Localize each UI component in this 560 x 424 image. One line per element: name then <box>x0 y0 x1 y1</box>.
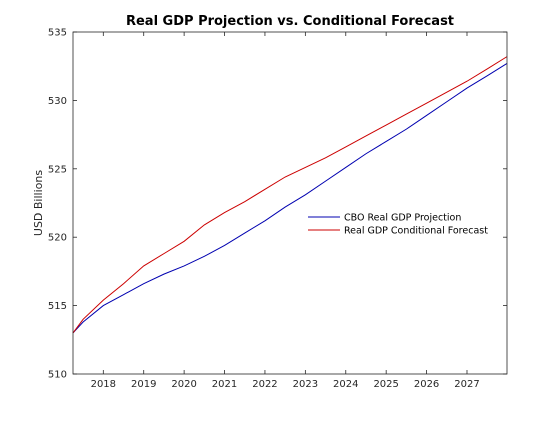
x-tick-label: 2021 <box>212 379 237 390</box>
y-tick-label: 515 <box>48 301 67 312</box>
series-line-1 <box>72 63 508 334</box>
legend-label-2: Real GDP Conditional Forecast <box>344 226 488 237</box>
y-tick-label: 525 <box>48 164 67 175</box>
axes-frame <box>72 31 508 375</box>
chart-title: Real GDP Projection vs. Conditional Fore… <box>126 14 454 29</box>
x-tick-label: 2018 <box>91 379 116 390</box>
x-tick-label: 2023 <box>293 379 318 390</box>
chart-marks: 2018 2019 2020 2021 2022 2023 2024 2025 2026 2027… <box>48 28 508 390</box>
y-tick-label: 520 <box>48 233 67 244</box>
x-tick-label: 2022 <box>252 379 277 390</box>
x-tick-label: 2026 <box>414 379 439 390</box>
x-tick-label: 2024 <box>333 379 358 390</box>
x-tick-label: 2020 <box>171 379 196 390</box>
series-line-2 <box>72 56 508 334</box>
x-tick-label: 2025 <box>373 379 398 390</box>
legend: CBO Real GDP Projection Real GDP Conditio… <box>308 213 488 237</box>
y-tick-label: 510 <box>48 370 67 381</box>
x-tick-label: 2019 <box>131 379 156 390</box>
y-axis-label: USD Billions <box>32 170 45 236</box>
plot-area <box>73 32 507 374</box>
x-tick-label: 2027 <box>454 379 479 390</box>
y-tick-label: 535 <box>48 28 67 39</box>
y-tick-label: 530 <box>48 96 67 107</box>
legend-label-1: CBO Real GDP Projection <box>344 213 461 224</box>
